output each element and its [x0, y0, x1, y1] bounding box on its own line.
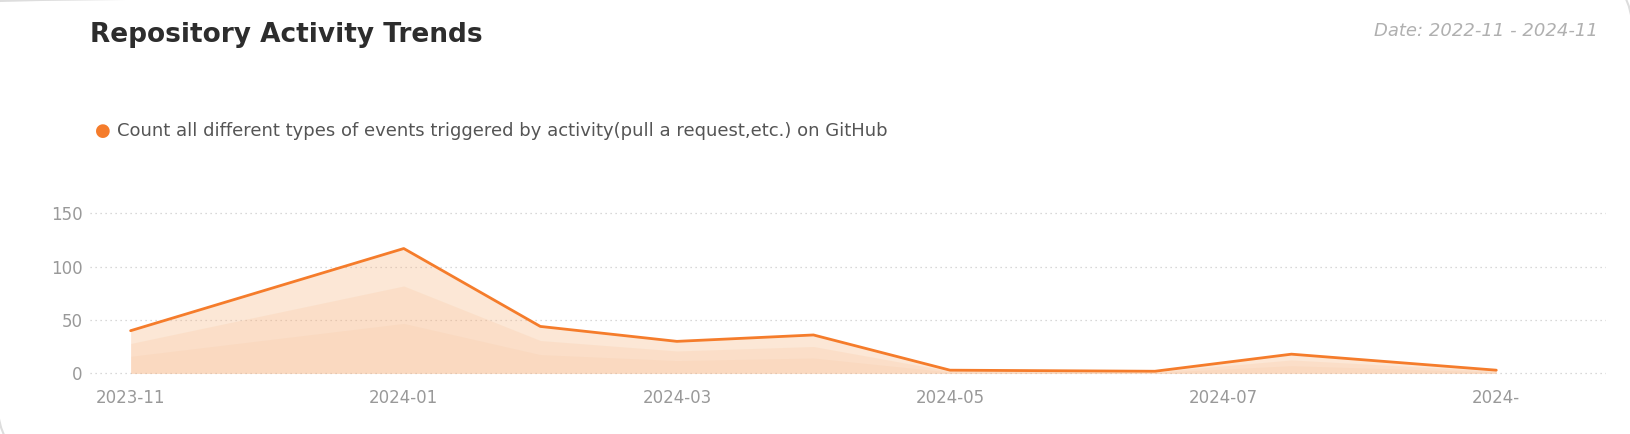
Text: Date: 2022-11 - 2024-11: Date: 2022-11 - 2024-11 [1374, 22, 1597, 39]
Text: Count all different types of events triggered by activity(pull a request,etc.) o: Count all different types of events trig… [117, 122, 888, 139]
Text: ●: ● [95, 122, 111, 139]
Text: Repository Activity Trends: Repository Activity Trends [90, 22, 482, 48]
